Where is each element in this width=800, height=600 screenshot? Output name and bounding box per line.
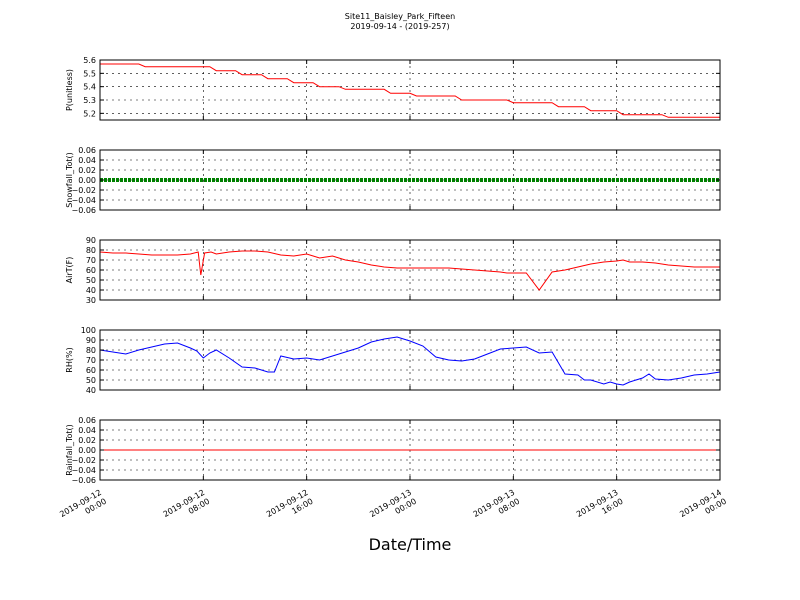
y-tick-label: 80 [86, 346, 96, 355]
y-tick-label: 0.04 [78, 156, 96, 165]
panel-0: 5.2 5.3 5.4 5.5 5.6 P(unitless) [65, 56, 721, 121]
x-tick-label: 2019-09-1400:00 [678, 488, 728, 528]
y-tick-label: 100 [81, 326, 96, 335]
y-tick-label: 5.6 [83, 56, 96, 65]
series-line-0 [99, 336, 721, 386]
y-tick-label: 0.06 [78, 146, 96, 155]
y-tick-label: 30 [86, 296, 96, 305]
y-tick-label: 0.06 [78, 416, 96, 425]
x-tick-label: 2019-09-1208:00 [162, 488, 212, 528]
y-tick-label: 70 [86, 356, 96, 365]
y-tick-label: 0.02 [78, 166, 96, 175]
y-tick-label: 0.04 [78, 426, 96, 435]
y-tick-label: 70 [86, 256, 96, 265]
y-tick-label: −0.02 [71, 186, 96, 195]
y-tick-label: 0.02 [78, 436, 96, 445]
y-tick-label: 90 [86, 236, 96, 245]
y-tick-label: −0.04 [71, 196, 96, 205]
y-axis-label: P(unitless) [65, 69, 74, 111]
series-line-0 [100, 63, 720, 118]
y-axis-label: AirT(F) [65, 257, 74, 284]
y-axis-label: Snowfall_Tot() [65, 152, 74, 208]
y-axis-label: RH(%) [65, 347, 74, 372]
x-tick-label: 2019-09-1316:00 [575, 488, 625, 528]
figure-title: Site11_Baisley_Park_Fifteen [345, 12, 455, 21]
y-tick-label: 5.3 [83, 96, 96, 105]
figure-subtitle: 2019-09-14 - (2019-257) [350, 22, 449, 31]
panel-4: −0.06−0.04−0.020.000.020.040.06 Rainfall_… [58, 416, 728, 528]
y-tick-label: 50 [86, 276, 96, 285]
y-tick-label: 50 [86, 376, 96, 385]
y-tick-label: 0.00 [78, 176, 96, 185]
y-tick-label: 40 [86, 286, 96, 295]
y-tick-label: 60 [86, 266, 96, 275]
y-tick-label: 60 [86, 366, 96, 375]
x-tick-label: 2019-09-1308:00 [472, 488, 522, 528]
panel-1: −0.06−0.04−0.020.000.020.040.06 Snowfall_… [65, 146, 721, 215]
y-tick-label: 5.5 [83, 69, 96, 78]
x-tick-label: 2019-09-1216:00 [265, 488, 315, 528]
y-tick-label: 40 [86, 386, 96, 395]
x-axis-label: Date/Time [369, 535, 452, 554]
y-tick-label: −0.06 [71, 206, 96, 215]
y-tick-label: 0.00 [78, 446, 96, 455]
y-tick-label: −0.02 [71, 456, 96, 465]
x-tick-label: 2019-09-1200:00 [58, 488, 108, 528]
y-tick-label: 5.4 [83, 83, 96, 92]
y-tick-label: −0.06 [71, 476, 96, 485]
y-tick-label: −0.04 [71, 466, 96, 475]
y-tick-label: 80 [86, 246, 96, 255]
y-tick-label: 5.2 [83, 109, 96, 118]
y-tick-label: 90 [86, 336, 96, 345]
x-tick-label: 2019-09-1300:00 [368, 488, 418, 528]
y-axis-label: Rainfall_Tot() [65, 424, 74, 476]
series-line-0 [99, 250, 720, 291]
panels-group: 5.25.35.45.55.6P(unitless)−0.06−0.04−0.0… [58, 56, 728, 528]
